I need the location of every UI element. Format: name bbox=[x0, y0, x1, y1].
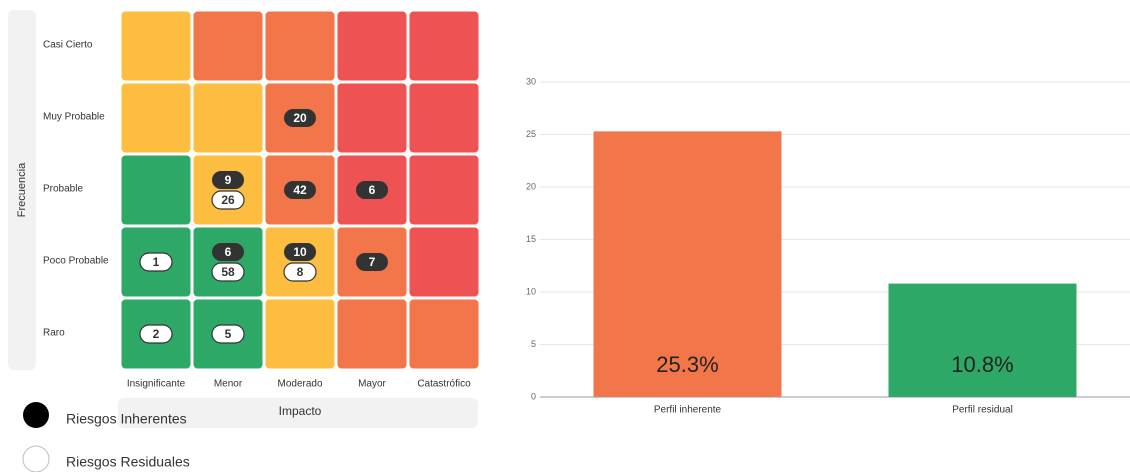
y-tick-label: 10 bbox=[526, 286, 536, 296]
badge-label: 6 bbox=[225, 245, 232, 259]
badge-label: 20 bbox=[293, 111, 307, 125]
x-label-band bbox=[118, 398, 478, 428]
badge-label: 8 bbox=[297, 265, 304, 279]
column-label: Moderado bbox=[277, 379, 322, 390]
inherent-badge bbox=[284, 243, 316, 261]
matrix-cell bbox=[337, 83, 407, 153]
column-label: Catastrófico bbox=[417, 379, 471, 390]
residual-badge bbox=[139, 252, 173, 272]
row-label: Muy Probable bbox=[43, 112, 105, 123]
badge-label: 7 bbox=[369, 255, 376, 269]
x-label: Impacto bbox=[279, 404, 322, 418]
matrix-cell bbox=[193, 155, 263, 225]
column-label: Insignificante bbox=[127, 379, 186, 390]
badge-label: 9 bbox=[225, 173, 232, 187]
column-label: Menor bbox=[214, 379, 243, 390]
inherent-badge bbox=[212, 243, 244, 261]
x-tick-label: Perfil residual bbox=[952, 405, 1013, 416]
inherent-badge bbox=[356, 253, 388, 271]
row-label: Casi Cierto bbox=[43, 40, 93, 51]
matrix-cell bbox=[265, 227, 335, 297]
y-label: Frecuencia bbox=[16, 162, 28, 217]
matrix-cell bbox=[193, 83, 263, 153]
badge-label: 5 bbox=[225, 327, 232, 341]
row-label: Poco Probable bbox=[43, 256, 109, 267]
value-label: 25.3% bbox=[656, 352, 718, 377]
residual-badge bbox=[211, 190, 245, 210]
bar bbox=[888, 283, 1077, 397]
badge-label: 2 bbox=[153, 327, 160, 341]
badge-label: 26 bbox=[221, 193, 235, 207]
badge-label: 10 bbox=[293, 245, 307, 259]
legend-inherent-marker bbox=[23, 402, 49, 428]
legend-label: Riesgos Inherentes bbox=[66, 411, 187, 427]
y-tick-label: 0 bbox=[531, 391, 536, 401]
inherent-badge bbox=[356, 181, 388, 199]
inherent-badge bbox=[212, 171, 244, 189]
matrix-cell bbox=[265, 11, 335, 81]
bar bbox=[593, 131, 782, 397]
y-tick-label: 5 bbox=[531, 339, 536, 349]
residual-badge bbox=[211, 262, 245, 282]
row-label: Raro bbox=[43, 328, 65, 339]
matrix-cell bbox=[409, 155, 479, 225]
matrix-cell bbox=[409, 227, 479, 297]
value-label: 10.8% bbox=[951, 352, 1013, 377]
matrix-cell bbox=[409, 11, 479, 81]
badge-label: 6 bbox=[369, 183, 376, 197]
x-tick-label: Perfil inherente bbox=[654, 405, 722, 416]
y-tick-label: 15 bbox=[526, 234, 536, 244]
badge-label: 1 bbox=[153, 255, 160, 269]
residual-badge bbox=[283, 262, 317, 282]
matrix-cell bbox=[121, 11, 191, 81]
y-tick-label: 25 bbox=[526, 129, 536, 139]
matrix-cell bbox=[337, 299, 407, 369]
badge-label: 42 bbox=[293, 183, 307, 197]
y-tick-label: 20 bbox=[526, 181, 536, 191]
residual-badge bbox=[139, 324, 173, 344]
matrix-cell bbox=[409, 83, 479, 153]
y-tick-label: 30 bbox=[526, 76, 536, 86]
matrix-cell bbox=[193, 11, 263, 81]
matrix-cell bbox=[337, 11, 407, 81]
badge-label: 58 bbox=[221, 265, 235, 279]
matrix-cell bbox=[121, 83, 191, 153]
row-label: Probable bbox=[43, 184, 83, 195]
inherent-badge bbox=[284, 181, 316, 199]
inherent-badge bbox=[284, 109, 316, 127]
legend-label: Riesgos Residuales bbox=[66, 454, 190, 470]
y-label-band bbox=[8, 10, 36, 370]
matrix-cell bbox=[409, 299, 479, 369]
residual-badge bbox=[211, 324, 245, 344]
matrix-cell bbox=[265, 299, 335, 369]
legend-residual-marker bbox=[22, 445, 50, 472]
column-label: Mayor bbox=[358, 379, 386, 390]
matrix-cell bbox=[193, 227, 263, 297]
matrix-cell bbox=[121, 155, 191, 225]
